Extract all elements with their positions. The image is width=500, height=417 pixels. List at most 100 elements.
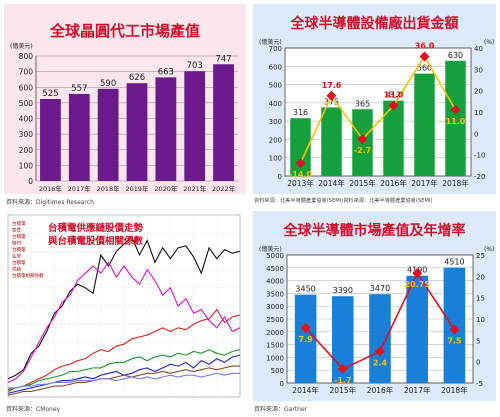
y-tick-label: 3000	[266, 303, 284, 311]
y2-tick-label: 30	[474, 66, 483, 74]
x-tick-label: 2017年	[411, 178, 438, 188]
y-tick-label: 200	[19, 146, 34, 155]
bar	[406, 275, 428, 383]
growth-marker	[449, 324, 460, 335]
y2-axis-label: (%)	[484, 39, 494, 46]
y2-tick-label: 15	[476, 295, 485, 303]
chart-title: 全球晶圓代工市場產值	[49, 22, 200, 40]
legend-entry: 台積電	[12, 259, 26, 266]
equipment-chart-panel: 全球半導體設備廠出貨金額 (億美元) (%) 0 100 200 300 400 500 600 7…	[253, 4, 496, 194]
y-tick-label: 0	[278, 173, 282, 181]
stock-series-line	[8, 372, 240, 389]
y2-tick-label: -20	[474, 173, 485, 181]
stock-series-line	[7, 261, 241, 383]
y-tick-label: 500	[269, 82, 282, 90]
data-label: 747	[215, 54, 231, 64]
bar	[445, 60, 466, 176]
bar-value-label: 3470	[370, 284, 390, 293]
source-foundry: 資料來源：Digitimes Research	[6, 199, 94, 206]
y-tick-label: 2500	[266, 316, 284, 324]
x-tick-label: 2017年	[404, 385, 431, 395]
y2-tick-label: 25	[476, 252, 485, 260]
chart-title: 全球半導體設備廠出貨金額	[290, 15, 459, 32]
growth-label: 7.9	[299, 335, 314, 344]
growth-label: -14.0	[289, 170, 312, 179]
data-label: 525	[42, 89, 58, 99]
bar-value-label: 316	[293, 108, 308, 117]
growth-label: -1.7	[334, 376, 352, 385]
x-tick-label: 2016年	[367, 385, 394, 395]
source-semiconductor: 資料來源：Gartner	[254, 406, 308, 413]
data-label: 626	[129, 73, 145, 83]
x-tick-label: 2017年	[68, 184, 92, 193]
y-tick-label: 500	[19, 99, 34, 108]
growth-label: 7.5	[447, 337, 462, 346]
bar	[68, 93, 90, 181]
y-axis-label: (億美元)	[259, 245, 282, 253]
x-tick-label: 2019年	[125, 184, 149, 193]
y2-axis-label: (%)	[484, 246, 494, 253]
growth-marker	[412, 268, 423, 279]
y-tick-label: 400	[269, 100, 282, 108]
x-tick-label: 2016年	[380, 178, 407, 188]
growth-label: 13.0	[384, 91, 404, 100]
growth-marker	[295, 158, 306, 169]
y-tick-label: 1000	[266, 354, 284, 362]
bar-value-label: 3450	[295, 285, 315, 294]
chart-title-line2: 與台積電股價相關係數	[48, 235, 144, 247]
bar	[97, 88, 119, 181]
y-tick-label: 500	[271, 367, 284, 375]
y-tick-label: 0	[28, 177, 33, 186]
legend-entry: 台積電	[12, 220, 26, 227]
bar	[40, 98, 61, 181]
legend-entry: 弘塑	[12, 253, 21, 260]
legend-entry: 台積電	[12, 246, 26, 253]
foundry-chart-panel: 全球晶圓代工市場產值 (億美元) 0 100 200 300 400 500 600 700 800…	[4, 4, 246, 194]
bar-value-label: 412	[386, 91, 401, 100]
stock-series-line	[7, 308, 241, 392]
y2-tick-label: 0	[476, 359, 480, 367]
growth-marker	[419, 51, 430, 62]
bar-value-label: 630	[448, 51, 463, 60]
y-tick-label: 300	[269, 118, 282, 126]
bar	[383, 100, 404, 176]
y-tick-label: 600	[19, 83, 34, 92]
legend-entry: 家登	[12, 227, 21, 234]
bar	[321, 107, 342, 176]
x-tick-label: 2014年	[292, 385, 319, 395]
y-tick-label: 5000	[266, 252, 284, 260]
bar	[332, 296, 354, 383]
y-tick-label: 600	[269, 63, 282, 71]
y2-tick-label: 0	[474, 130, 478, 138]
bar-value-label: 375	[324, 97, 339, 106]
x-tick-label: 2018年	[442, 178, 469, 188]
x-tick-label: 2022年	[212, 184, 236, 193]
growth-marker	[357, 134, 368, 145]
semiconductor-chart-panel: 全球半導體市場產值及年增率 (億美元) (%) 0 500 1000 1500 2000 250…	[253, 211, 496, 401]
x-tick-label: 2014年	[318, 178, 345, 188]
growth-marker	[450, 104, 461, 115]
y2-tick-label: 10	[476, 316, 485, 324]
growth-marker	[326, 90, 337, 101]
y-axis-label: (億美元)	[10, 42, 33, 50]
growth-line	[299, 54, 457, 164]
growth-label: 17.6	[322, 81, 342, 90]
stock-series-line	[7, 235, 241, 380]
legend-entry: 台積電	[12, 233, 26, 240]
growth-marker	[337, 363, 348, 374]
x-tick-label: 2018年	[97, 184, 121, 193]
legend-entry: 崇越	[12, 266, 21, 273]
bar	[184, 71, 206, 181]
x-tick-label: 2018年	[441, 385, 468, 395]
bar-value-label: 3390	[333, 286, 353, 295]
y2-tick-label: 40	[474, 45, 483, 53]
y-tick-label: 100	[269, 155, 282, 163]
bar	[294, 294, 317, 383]
x-tick-label: 2013年	[287, 178, 314, 188]
stock-series-line	[7, 365, 240, 396]
bar	[126, 83, 148, 181]
growth-marker	[375, 346, 385, 357]
growth-marker	[300, 322, 311, 333]
y-tick-label: 4000	[266, 278, 284, 286]
y2-tick-label: -5	[476, 380, 483, 388]
